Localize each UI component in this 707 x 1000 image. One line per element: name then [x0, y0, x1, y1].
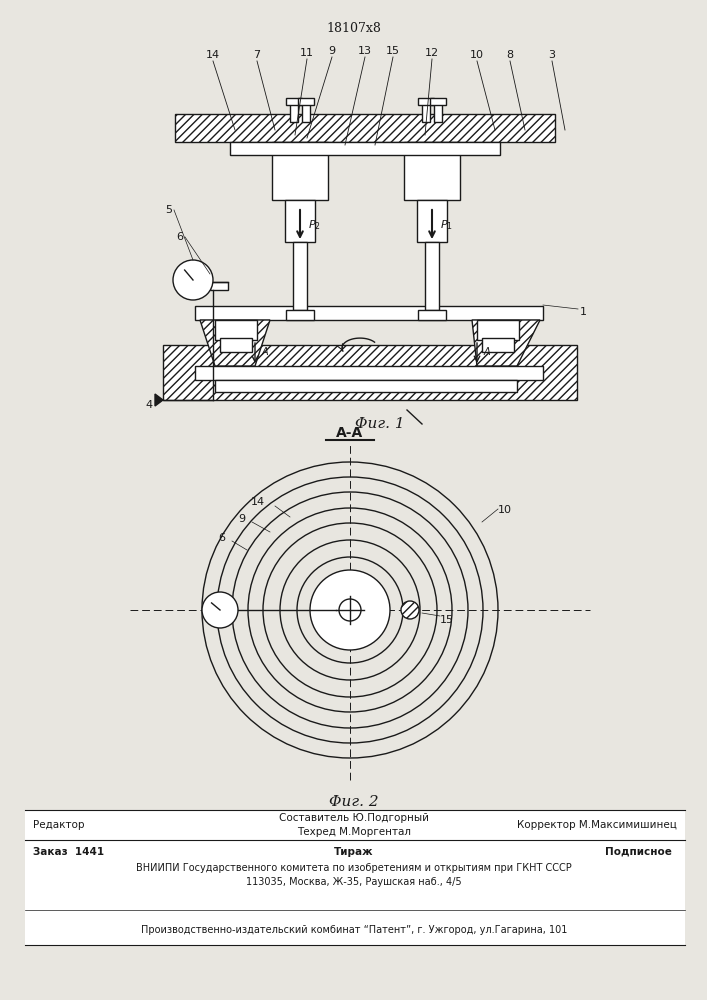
Text: 11: 11 — [300, 48, 314, 58]
Text: 113035, Москва, Ж-35, Раушская наб., 4/5: 113035, Москва, Ж-35, Раушская наб., 4/5 — [246, 877, 462, 887]
Polygon shape — [155, 394, 163, 406]
Bar — [418, 98, 434, 105]
Bar — [418, 310, 446, 320]
Bar — [220, 338, 252, 352]
Text: 6: 6 — [218, 533, 225, 543]
Bar — [286, 98, 302, 105]
Text: 6: 6 — [176, 232, 183, 242]
Bar — [272, 142, 328, 200]
Text: 18107х8: 18107х8 — [327, 22, 382, 35]
Bar — [215, 320, 257, 340]
Text: 4: 4 — [146, 400, 153, 410]
Text: ВНИИПИ Государственного комитета по изобретениям и открытиям при ГКНТ СССР: ВНИИПИ Государственного комитета по изоб… — [136, 863, 572, 873]
Text: 5: 5 — [165, 205, 172, 215]
Text: 14: 14 — [206, 50, 220, 60]
Bar — [434, 102, 442, 122]
Circle shape — [173, 260, 213, 300]
Bar — [430, 98, 446, 105]
Text: A: A — [484, 347, 491, 357]
Bar — [286, 310, 314, 320]
Bar — [425, 242, 439, 310]
Circle shape — [401, 601, 419, 619]
Text: A-A: A-A — [337, 426, 363, 440]
Bar — [230, 142, 500, 155]
Text: 8: 8 — [506, 50, 513, 60]
Text: 9: 9 — [329, 46, 336, 56]
Bar — [477, 320, 519, 340]
Bar — [482, 338, 514, 352]
Bar — [25, 810, 685, 945]
Text: Подписное: Подписное — [605, 847, 672, 857]
Text: Составитель Ю.Подгорный: Составитель Ю.Подгорный — [279, 813, 429, 823]
Bar — [195, 306, 543, 320]
Text: Производственно-издательский комбинат “Патент”, г. Ужгород, ул.Гагарина, 101: Производственно-издательский комбинат “П… — [141, 925, 567, 935]
Bar — [210, 282, 228, 290]
Text: $P_1$: $P_1$ — [440, 218, 453, 232]
Bar — [404, 142, 460, 200]
Bar — [422, 102, 430, 122]
Bar — [293, 242, 307, 310]
Text: 15: 15 — [386, 46, 400, 56]
Text: Φиг. 1: Φиг. 1 — [355, 417, 405, 431]
Text: Редактор: Редактор — [33, 820, 85, 830]
Text: 12: 12 — [425, 48, 439, 58]
Text: 15: 15 — [440, 615, 454, 625]
Bar — [195, 366, 543, 380]
Bar — [175, 114, 555, 142]
Polygon shape — [472, 320, 540, 366]
Bar — [417, 200, 447, 242]
Text: 7: 7 — [253, 50, 261, 60]
Text: Корректор М.Максимишинец: Корректор М.Максимишинец — [517, 820, 677, 830]
Text: A: A — [262, 347, 269, 357]
Text: 10: 10 — [498, 505, 512, 515]
Text: 1: 1 — [580, 307, 587, 317]
Text: 10: 10 — [470, 50, 484, 60]
Bar — [302, 102, 310, 122]
Bar — [163, 345, 577, 400]
Text: Техред М.Моргентал: Техред М.Моргентал — [297, 827, 411, 837]
Circle shape — [339, 599, 361, 621]
Text: 3: 3 — [549, 50, 556, 60]
Circle shape — [202, 592, 238, 628]
Text: Φиг. 2: Φиг. 2 — [329, 795, 379, 809]
Text: Заказ  1441: Заказ 1441 — [33, 847, 104, 857]
Bar — [285, 200, 315, 242]
Text: 14: 14 — [251, 497, 265, 507]
Bar — [215, 380, 517, 392]
Text: Тираж: Тираж — [334, 847, 374, 857]
Polygon shape — [200, 320, 270, 366]
Bar — [298, 98, 314, 105]
Text: 13: 13 — [358, 46, 372, 56]
Circle shape — [310, 570, 390, 650]
Bar — [290, 102, 298, 122]
Text: 9: 9 — [238, 514, 245, 524]
Text: $P_2$: $P_2$ — [308, 218, 321, 232]
